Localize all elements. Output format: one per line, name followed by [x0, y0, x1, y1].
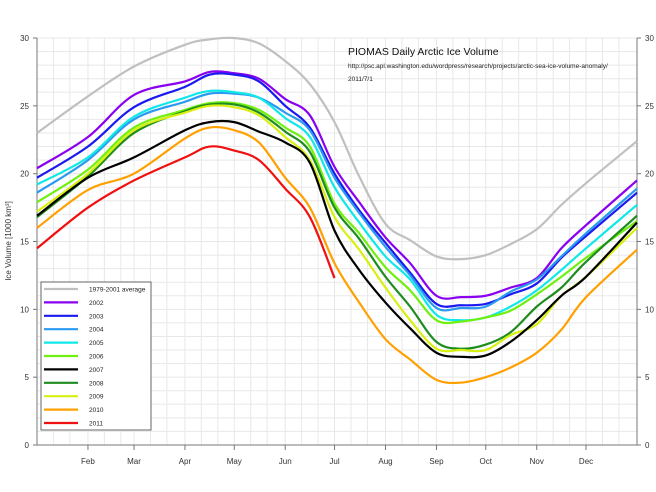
legend-label: 2006 — [89, 354, 104, 361]
series-lines — [36, 36, 638, 385]
legend-label: 2011 — [89, 421, 103, 428]
x-tick-label-may: May — [227, 457, 242, 466]
legend-label: 2004 — [89, 327, 104, 334]
y-tick-label-left: 30 — [20, 34, 29, 43]
series-line-2006 — [36, 101, 638, 325]
x-tick-label-apr: Apr — [179, 457, 192, 466]
series-line-2008 — [36, 102, 638, 350]
legend-label: 2008 — [89, 380, 104, 387]
y-axis-label: Ice Volume [1000 km³] — [4, 201, 13, 281]
legend-label: 2007 — [89, 367, 104, 374]
y-tick-label-left: 10 — [20, 305, 29, 314]
x-tick-label-feb: Feb — [81, 457, 95, 466]
series-line-2009 — [36, 104, 638, 353]
x-tick-label-aug: Aug — [378, 457, 392, 466]
x-tick-label-sep: Sep — [429, 457, 444, 466]
series-line-2004 — [36, 91, 638, 312]
legend-label: 2009 — [89, 394, 104, 401]
series-line-2003 — [36, 72, 638, 308]
y-tick-label-left: 15 — [20, 238, 29, 247]
y-tick-label-left: 20 — [20, 170, 29, 179]
series-line-2011 — [36, 145, 336, 279]
legend-label: 2010 — [89, 407, 104, 414]
y-tick-label-left: 0 — [25, 441, 30, 450]
y-tick-label-right: 10 — [645, 305, 654, 314]
series-line-1979-2001-average — [36, 36, 638, 261]
series-line-2010 — [36, 125, 638, 385]
y-tick-label-right: 30 — [645, 34, 654, 43]
legend: 1979-2001 average 2002 2003 2004 2005 2006 200… — [40, 281, 152, 431]
x-tick-label-jun: Jun — [279, 457, 292, 466]
chart-date: 2011/7/1 — [348, 76, 373, 83]
series-line-2005 — [36, 89, 638, 322]
legend-label: 1979-2001 average — [89, 287, 146, 294]
legend-label: 2002 — [89, 300, 104, 307]
y-tick-label-right: 20 — [645, 170, 654, 179]
x-tick-label-jul: Jul — [329, 457, 339, 466]
axes: 0 0 5 5 10 10 15 15 20 20 25 25 30 30 Feb Mar Apr May Jun J… — [20, 34, 654, 466]
legend-label: 2003 — [89, 313, 104, 320]
x-tick-label-mar: Mar — [127, 457, 141, 466]
x-tick-label-oct: Oct — [480, 457, 493, 466]
y-tick-label-right: 0 — [645, 441, 650, 450]
y-tick-label-left: 5 — [25, 373, 30, 382]
chart-subtitle-url: http://psc.apl.washington.edu/wordpress/… — [348, 63, 608, 70]
chart-title: PIOMAS Daily Arctic Ice Volume — [348, 46, 499, 58]
x-tick-label-dec: Dec — [579, 457, 593, 466]
x-tick-label-nov: Nov — [530, 457, 544, 466]
y-tick-label-right: 15 — [645, 238, 654, 247]
y-tick-label-left: 25 — [20, 102, 29, 111]
y-tick-label-right: 25 — [645, 102, 654, 111]
legend-label: 2005 — [89, 340, 104, 347]
y-tick-label-right: 5 — [645, 373, 650, 382]
series-line-2007 — [36, 119, 638, 359]
